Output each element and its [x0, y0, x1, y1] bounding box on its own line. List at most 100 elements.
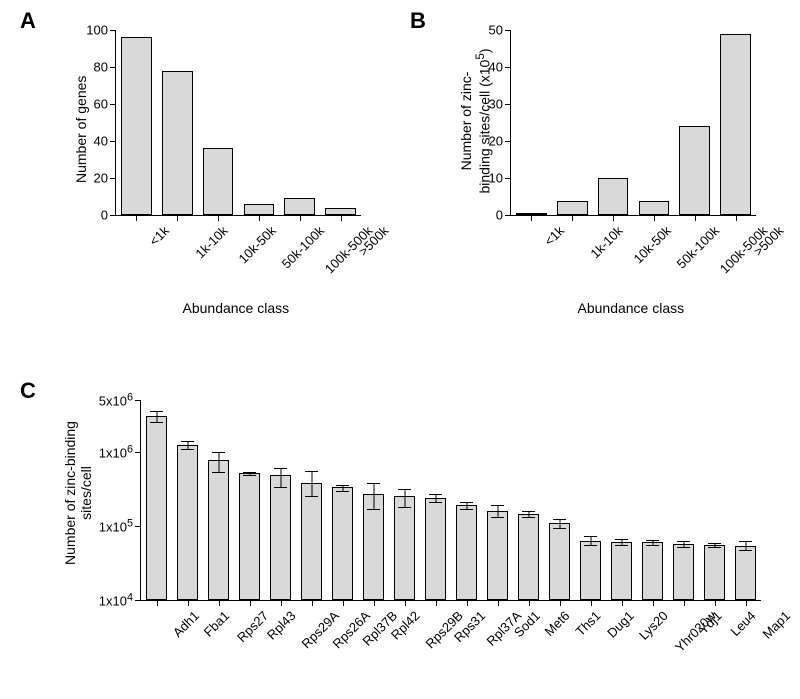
error-cap — [398, 507, 412, 508]
xtick-label: Map1 — [759, 608, 793, 642]
bar — [244, 204, 275, 215]
error-cap — [274, 468, 288, 469]
panel-b-ylabel-line1: Number of zinc- — [458, 41, 474, 201]
panel-b-ylabel-sup: 5 — [474, 53, 487, 59]
ytick-label: 50 — [489, 23, 511, 38]
error-cap — [181, 441, 195, 442]
bar — [549, 523, 571, 600]
xtick-line — [218, 215, 219, 221]
xtick-line — [613, 215, 614, 221]
error-cap — [584, 545, 598, 546]
xtick-label: Dug1 — [604, 608, 637, 641]
bar — [325, 208, 356, 215]
error-bar — [590, 536, 591, 545]
xtick-label: <1k — [542, 223, 568, 249]
xtick-line — [531, 215, 532, 221]
error-cap — [677, 541, 691, 542]
xtick-label: 50k-100k — [279, 223, 327, 271]
bar — [557, 201, 588, 215]
bar — [177, 445, 199, 600]
xtick-label: Rpl43 — [263, 608, 298, 643]
error-cap — [491, 517, 505, 518]
error-bar — [466, 502, 467, 509]
xtick-label: <1k — [147, 223, 173, 249]
panel-c-ylabel-line1: Number of zinc-binding — [62, 408, 78, 578]
error-cap — [212, 452, 226, 453]
bar — [162, 71, 193, 215]
error-cap — [522, 511, 536, 512]
bar — [735, 546, 757, 600]
error-cap — [677, 547, 691, 548]
panel-b-xlabel: Abundance class — [578, 300, 685, 316]
xtick-line — [436, 600, 437, 606]
error-cap — [553, 528, 567, 529]
xtick-line — [281, 600, 282, 606]
panel-a-xlabel: Abundance class — [183, 300, 290, 316]
error-cap — [429, 494, 443, 495]
error-cap — [708, 547, 722, 548]
error-bar — [280, 468, 281, 486]
bar — [425, 498, 447, 600]
error-cap — [615, 545, 629, 546]
xtick-line — [467, 600, 468, 606]
bar — [598, 178, 629, 215]
error-bar — [187, 441, 188, 449]
xtick-line — [136, 215, 137, 221]
panel-a-label: A — [20, 8, 36, 34]
ytick-label: 60 — [94, 97, 116, 112]
error-cap — [243, 472, 257, 473]
ytick-label: 80 — [94, 60, 116, 75]
panel-b-label: B — [410, 8, 426, 34]
panel-b-ylabel-line2: binding sites/cell (x105) — [474, 41, 493, 201]
panel-b-ylabel: Number of zinc- binding sites/cell (x105… — [458, 41, 493, 201]
xtick-line — [250, 600, 251, 606]
error-bar — [373, 483, 374, 509]
bar — [301, 483, 323, 600]
xtick-line — [695, 215, 696, 221]
xtick-line — [312, 600, 313, 606]
xtick-line — [591, 600, 592, 606]
panel-c-ylabel-line2: sites/cell — [78, 408, 94, 578]
ytick-label: 40 — [94, 134, 116, 149]
error-cap — [274, 487, 288, 488]
bar — [284, 198, 315, 215]
error-cap — [429, 502, 443, 503]
bar — [673, 544, 695, 600]
error-cap — [460, 502, 474, 503]
xtick-label: Rps27 — [234, 608, 271, 645]
xtick-line — [498, 600, 499, 606]
error-cap — [584, 536, 598, 537]
error-cap — [553, 519, 567, 520]
xtick-label: 1k-10k — [588, 223, 626, 261]
bar — [456, 505, 478, 600]
bar — [704, 545, 726, 600]
bar — [518, 514, 540, 600]
panel-a-ylabel: Number of genes — [73, 75, 89, 182]
xtick-label: Adh1 — [169, 608, 201, 640]
error-cap — [646, 545, 660, 546]
bar — [332, 487, 354, 600]
bar — [487, 511, 509, 600]
error-cap — [243, 475, 257, 476]
error-bar — [218, 452, 219, 472]
panel-a-plot: 020406080100<1k1k-10k10k-50k50k-100k100k… — [115, 30, 361, 216]
xtick-line — [405, 600, 406, 606]
error-cap — [522, 517, 536, 518]
error-bar — [497, 505, 498, 517]
ytick-label: 1x105 — [99, 517, 141, 534]
bar — [642, 542, 664, 600]
xtick-label: 50k-100k — [674, 223, 722, 271]
error-cap — [708, 543, 722, 544]
panel-c-ylabel: Number of zinc-binding sites/cell — [62, 408, 94, 578]
error-cap — [150, 422, 164, 423]
bar — [146, 416, 168, 600]
error-cap — [336, 491, 350, 492]
xtick-line — [622, 600, 623, 606]
xtick-line — [746, 600, 747, 606]
error-cap — [646, 540, 660, 541]
bar — [394, 496, 416, 600]
xtick-line — [715, 600, 716, 606]
error-cap — [150, 411, 164, 412]
bar — [679, 126, 710, 215]
error-bar — [435, 494, 436, 502]
